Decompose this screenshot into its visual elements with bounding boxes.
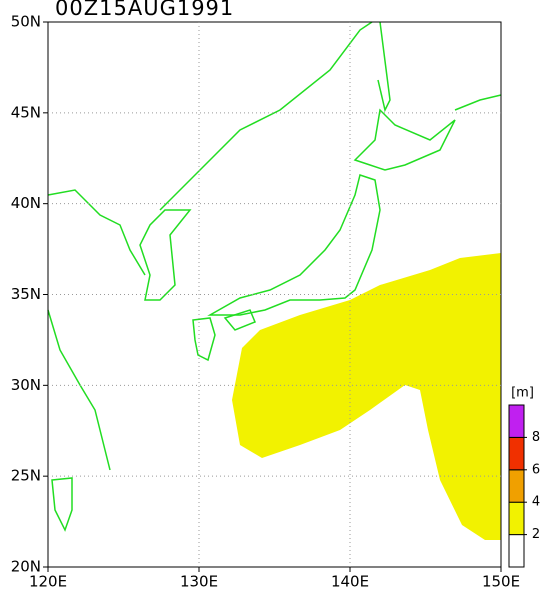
coastline [139, 209, 192, 301]
colorbar-box [508, 436, 525, 471]
y-tick-label: 25N [11, 467, 41, 485]
colorbar-label: 2 [532, 527, 540, 542]
colorbar-unit: [m] [511, 386, 534, 401]
y-tick-label: 35N [11, 285, 41, 303]
colorbar-box [508, 501, 525, 536]
x-tick-label: 150E [482, 573, 520, 591]
coastline [223, 309, 256, 331]
coastline [51, 477, 73, 532]
colorbar-box [508, 534, 525, 568]
coastline [192, 317, 216, 362]
coastline [47, 189, 146, 276]
coastline [377, 21, 391, 113]
colorbar-box [508, 404, 525, 438]
map-title: 00Z15AUG1991 [55, 0, 234, 20]
x-tick-label: 130E [180, 573, 218, 591]
coastline [159, 21, 373, 211]
colorbar-label: 8 [532, 430, 540, 445]
y-tick-label: 40N [11, 194, 41, 212]
y-tick-label: 45N [11, 103, 41, 121]
x-tick-label: 120E [29, 573, 67, 591]
wave-field [232, 253, 501, 540]
colorbar-box [508, 469, 525, 503]
coastline [353, 108, 456, 171]
x-tick-label: 140E [331, 573, 369, 591]
y-tick-label: 50N [11, 13, 41, 31]
wave-height-area [232, 253, 501, 540]
colorbar-label: 4 [532, 495, 540, 510]
coastlines [47, 21, 502, 532]
coastline [47, 309, 111, 471]
coastline [207, 174, 381, 316]
coastline [454, 94, 502, 111]
y-tick-label: 20N [11, 558, 41, 576]
y-tick-label: 30N [11, 376, 41, 394]
colorbar-label: 6 [532, 462, 540, 477]
